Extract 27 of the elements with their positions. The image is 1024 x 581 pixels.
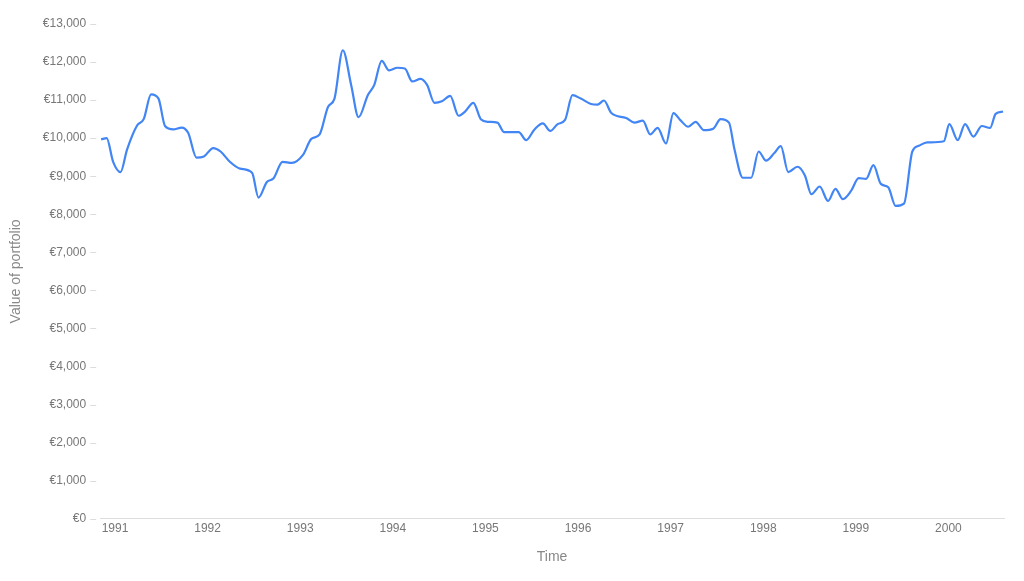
y-tick-label: €0 bbox=[72, 511, 87, 526]
y-tick-label: €11,000 bbox=[43, 92, 87, 107]
x-tick-label: 1995 bbox=[472, 521, 500, 536]
x-axis-title: Time bbox=[536, 548, 568, 565]
x-tick-label: 1999 bbox=[842, 521, 870, 536]
x-tick-label: 1993 bbox=[286, 521, 314, 536]
line-series bbox=[100, 49, 1004, 208]
y-tick-label: €13,000 bbox=[42, 16, 87, 31]
y-tick-label: €5,000 bbox=[49, 320, 87, 335]
x-tick-label: 1996 bbox=[564, 521, 592, 536]
x-tick-label: 1991 bbox=[101, 521, 129, 536]
y-tick-label: €8,000 bbox=[49, 206, 87, 221]
y-tick-label: €2,000 bbox=[49, 434, 87, 449]
y-tick-label: €3,000 bbox=[49, 396, 87, 411]
x-tick-label: 1998 bbox=[749, 521, 777, 536]
y-tick-label: €12,000 bbox=[42, 54, 87, 69]
y-tick-label: €1,000 bbox=[49, 473, 87, 488]
y-tick-label: €7,000 bbox=[49, 244, 87, 259]
y-axis-title: Value of portfolio bbox=[7, 219, 24, 324]
x-tick-label: 1994 bbox=[379, 521, 407, 536]
y-tick-label: €10,000 bbox=[42, 130, 87, 145]
x-tick-label: 1992 bbox=[194, 521, 222, 536]
y-tick-label: €9,000 bbox=[49, 168, 87, 183]
x-tick-label: 1997 bbox=[657, 521, 685, 536]
x-tick-label: 2000 bbox=[935, 521, 963, 536]
y-tick-label: €6,000 bbox=[49, 282, 87, 297]
y-tick-label: €4,000 bbox=[49, 358, 87, 373]
